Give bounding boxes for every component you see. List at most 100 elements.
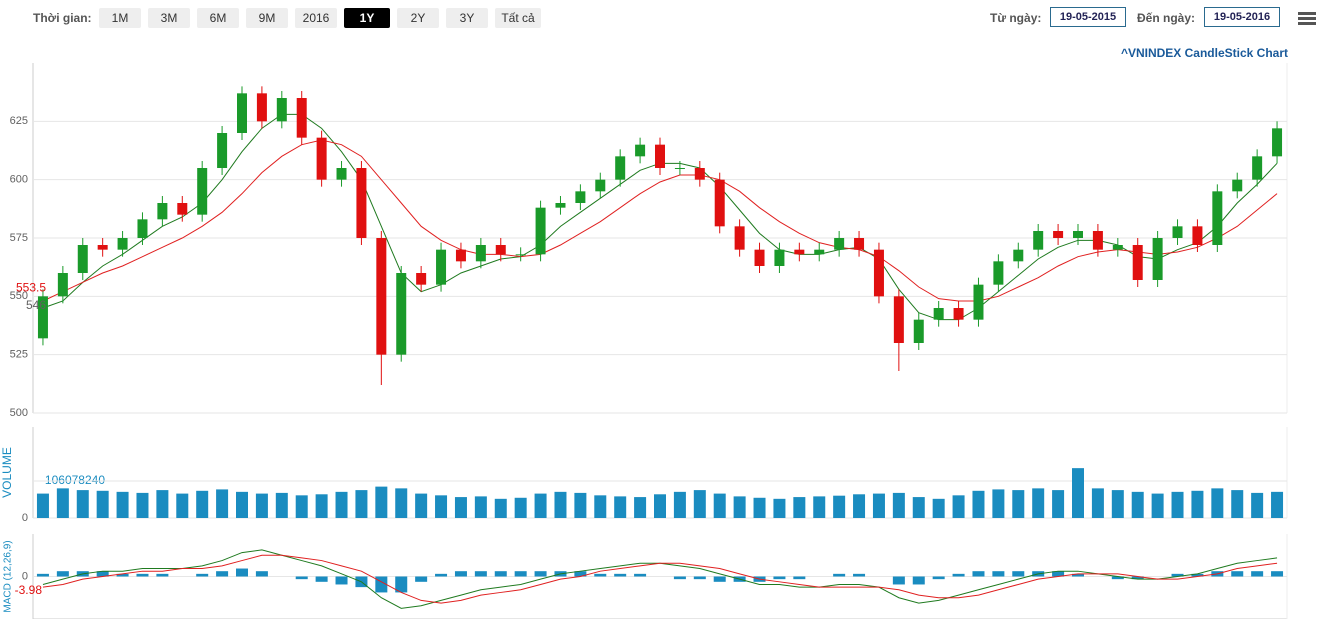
volume-bar [813, 496, 826, 518]
candle-body [336, 168, 347, 180]
volume-bar [395, 488, 408, 518]
candle-body [356, 168, 367, 238]
volume-bar [1032, 488, 1045, 518]
macd-histogram-bar [435, 573, 448, 577]
macd-histogram-bar [56, 571, 69, 577]
range-button[interactable]: 9M [246, 8, 288, 28]
macd-histogram-bar [892, 576, 905, 585]
signal-line [42, 554, 1278, 604]
candle-body [834, 238, 845, 250]
volume-bar [454, 497, 467, 518]
macd-histogram-bar [833, 573, 846, 577]
candle-body [535, 207, 546, 255]
volume-bar [1151, 493, 1164, 518]
y-tick-label: 106078240 [45, 473, 105, 487]
macd-histogram-bar [236, 568, 248, 577]
volume-bar [96, 490, 109, 518]
macd-histogram-bar [1191, 573, 1204, 577]
volume-bar [1072, 468, 1084, 518]
macd-line [42, 549, 1278, 609]
volume-bar [912, 497, 925, 518]
candle-body [77, 245, 88, 273]
volume-bar [773, 498, 786, 518]
macd-histogram-bar [1251, 571, 1264, 577]
macd-histogram-bar [972, 571, 985, 577]
candle-body [655, 144, 665, 168]
volume-bar [753, 497, 766, 518]
volume-bar [932, 498, 945, 518]
macd-histogram-bar [1271, 571, 1284, 577]
volume-bar [554, 491, 567, 518]
candle-body [674, 168, 685, 169]
volume-bar [255, 493, 268, 518]
candle-body [615, 156, 626, 180]
menu-button[interactable] [1298, 12, 1316, 26]
y-tick-label: 500 [10, 407, 28, 419]
candle-body [57, 273, 68, 297]
volume-bar [1131, 491, 1144, 518]
y-tick-label: 600 [10, 174, 28, 186]
macd-histogram-bar [415, 576, 428, 582]
macd-histogram-bar [96, 571, 109, 577]
volume-bar [36, 493, 49, 518]
macd-histogram-bar [1111, 576, 1124, 580]
candle-body [973, 284, 984, 320]
macd-histogram-bar [255, 571, 268, 577]
candle-body [1033, 231, 1044, 250]
volume-bar [216, 489, 229, 518]
candle-body [296, 98, 307, 138]
axis-title: VOLUME [0, 447, 14, 498]
macd-histogram-bar [1012, 571, 1025, 577]
candle-body [316, 137, 327, 180]
candle-body [515, 254, 526, 256]
range-button[interactable]: 1Y [344, 8, 390, 28]
macd-histogram-bar [454, 571, 467, 577]
range-button[interactable]: 3Y [446, 8, 488, 28]
moving-average [42, 139, 1278, 302]
volume-bar [1052, 490, 1065, 518]
macd-histogram-bar [574, 571, 587, 577]
macd-histogram-bar [1072, 573, 1084, 577]
range-button[interactable]: 3M [148, 8, 190, 28]
macd-histogram-bar [196, 573, 209, 577]
volume-bar [116, 491, 129, 518]
range-button[interactable]: 2Y [397, 8, 439, 28]
range-button[interactable]: Tất cả [495, 8, 541, 28]
candle-body [575, 191, 586, 203]
macd-histogram-bar [216, 571, 229, 577]
candle-body [1272, 128, 1283, 157]
candle-body [873, 249, 884, 297]
volume-bar [136, 492, 149, 518]
to-label: Đến ngày: [1137, 11, 1196, 25]
to-date[interactable]: 19-05-2016 [1204, 7, 1280, 27]
candle-body [495, 245, 506, 255]
candle-body [217, 133, 228, 168]
range-label: Thời gian: [33, 11, 92, 25]
candle-body [794, 249, 805, 255]
macd-histogram-bar [36, 573, 49, 577]
macd-histogram-bar [793, 576, 806, 580]
candle-body [1053, 231, 1064, 238]
range-button[interactable]: 1M [99, 8, 141, 28]
volume-bar [156, 490, 169, 518]
macd-histogram-bar [912, 576, 925, 585]
volume-bar [335, 491, 348, 518]
macd-histogram-bar [514, 571, 527, 577]
volume-bar [355, 490, 368, 518]
volume-bar [196, 490, 209, 518]
candle-body [1112, 245, 1123, 250]
from-date[interactable]: 19-05-2015 [1050, 7, 1126, 27]
range-button[interactable]: 2016 [295, 8, 337, 28]
volume-bar [435, 495, 448, 518]
macd-histogram-bar [1052, 571, 1065, 577]
volume-bar [872, 493, 885, 518]
candle-body [436, 249, 447, 285]
candle-body [1092, 231, 1103, 250]
candle-body [157, 203, 168, 220]
candle-body [1152, 238, 1163, 280]
range-button[interactable]: 6M [197, 8, 239, 28]
candle-body [993, 261, 1004, 285]
macd-histogram-bar [693, 576, 706, 580]
candle-body [555, 203, 566, 208]
